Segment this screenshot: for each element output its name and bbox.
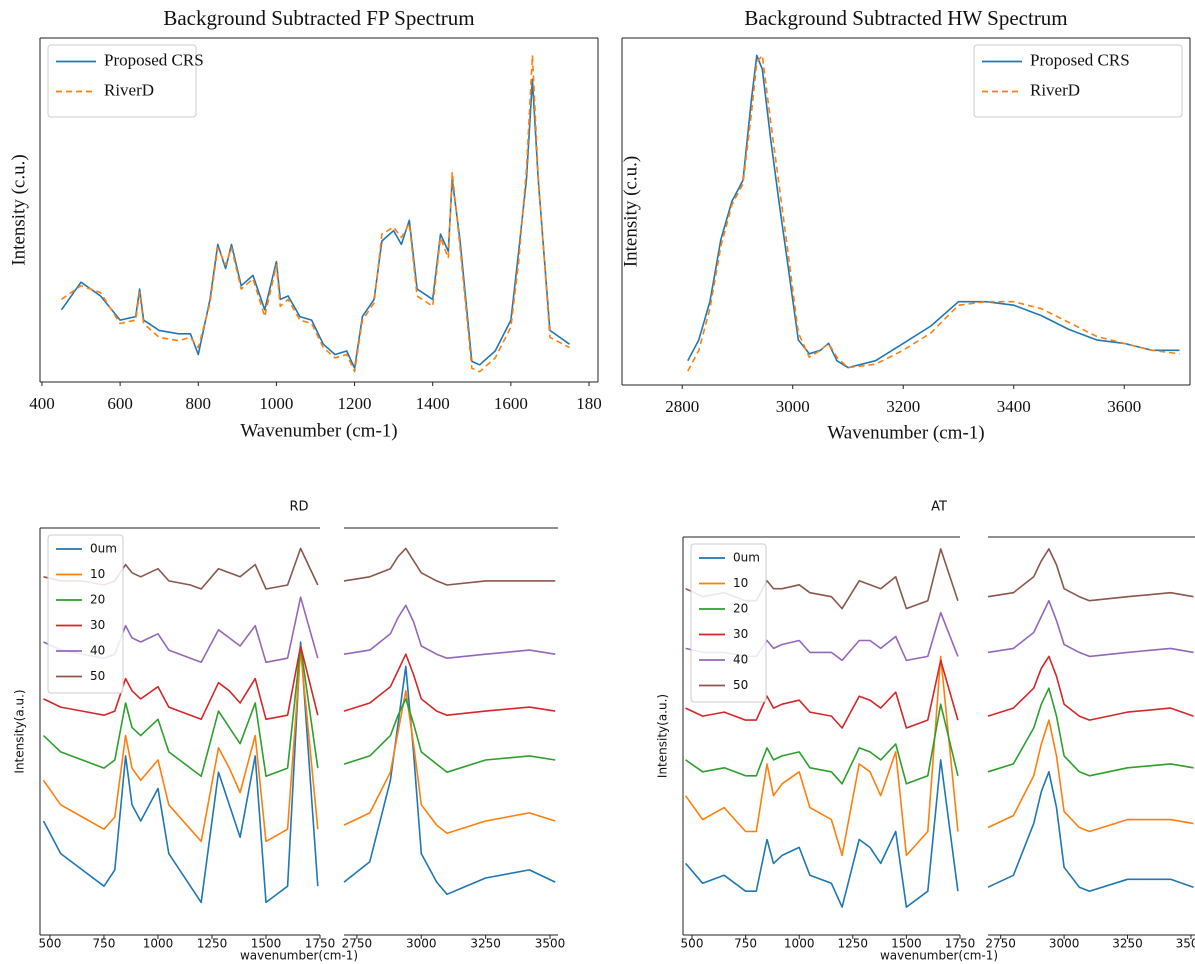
chart-title: Background Subtracted FP Spectrum <box>163 6 474 30</box>
x-tick-label: 2800 <box>665 397 699 416</box>
x-tick-label: 3600 <box>1107 397 1141 416</box>
y-axis-label: Intensity (c.u.) <box>8 154 29 265</box>
x-tick-label: 3500 <box>1176 937 1195 951</box>
x-tick-label: 3000 <box>406 937 437 951</box>
x-tick-label: 1000 <box>143 937 174 951</box>
series-line <box>42 649 319 843</box>
series-line <box>685 703 959 785</box>
legend-label: 50 <box>90 669 105 683</box>
x-tick-label: 500 <box>38 937 61 951</box>
series-line <box>43 645 319 721</box>
x-tick-label: 400 <box>29 394 55 413</box>
x-axis-label: Wavenumber (cm-1) <box>827 422 984 443</box>
legend-box <box>690 543 767 703</box>
legend-label: RiverD <box>104 80 154 99</box>
legend-label: RiverD <box>1030 80 1080 99</box>
series-line <box>60 78 570 369</box>
series-line <box>684 655 959 857</box>
legend-label: 30 <box>733 627 748 641</box>
legend-label: 10 <box>90 567 105 581</box>
chart-title: RD <box>289 500 308 515</box>
x-tick-label: 1500 <box>891 937 922 951</box>
series-line <box>987 599 1194 658</box>
x-tick-label: 800 <box>186 394 212 413</box>
legend-label: 40 <box>733 653 748 667</box>
chart-title: Background Subtracted HW Spectrum <box>744 6 1067 30</box>
y-axis-label: Intensity(a.u.) <box>13 689 27 773</box>
x-tick-label: 2750 <box>985 937 1016 951</box>
x-axis-label: Wavenumber (cm-1) <box>240 420 397 441</box>
x-tick-label: 3500 <box>535 937 566 951</box>
legend-label: 50 <box>733 678 748 692</box>
legend-label: 40 <box>90 644 105 658</box>
legend-label: 0um <box>90 542 117 556</box>
legend-label: 0um <box>733 551 760 565</box>
x-axis-label: wavenumber(cm-1) <box>240 949 358 963</box>
x-tick-label: 3250 <box>470 937 501 951</box>
x-tick-label: 3200 <box>886 397 920 416</box>
series-line <box>987 687 1194 777</box>
x-axis-label: wavenumber(cm-1) <box>880 949 998 963</box>
series-line <box>343 690 556 835</box>
x-tick-label: 1500 <box>251 937 282 951</box>
series-line <box>343 653 556 716</box>
x-tick-label: 3000 <box>776 397 810 416</box>
series-line <box>343 665 556 896</box>
x-tick-label: 1750 <box>305 937 336 951</box>
x-tick-label: 1200 <box>338 394 372 413</box>
x-tick-label: 1600 <box>494 394 528 413</box>
x-tick-label: 1400 <box>416 394 450 413</box>
legend-box <box>973 44 1183 118</box>
legend-label: 20 <box>733 602 748 616</box>
legend-label: 30 <box>90 618 105 632</box>
x-tick-label: 3000 <box>1049 937 1080 951</box>
legend-label: 20 <box>90 593 105 607</box>
series-line <box>987 655 1194 721</box>
x-tick-label: 1000 <box>259 394 293 413</box>
series-line <box>685 659 959 729</box>
series-line <box>42 645 319 778</box>
legend-label: Proposed CRS <box>104 50 204 69</box>
series-line <box>987 719 1194 833</box>
series-line <box>61 54 570 373</box>
legend-label: 10 <box>733 576 748 590</box>
legend-box <box>47 44 197 118</box>
legend-label: Proposed CRS <box>1030 50 1130 69</box>
x-tick-label: 600 <box>107 394 133 413</box>
series-line <box>684 759 959 908</box>
chart-title: AT <box>931 500 947 515</box>
x-tick-label: 1250 <box>197 937 228 951</box>
x-tick-label: 3400 <box>997 397 1031 416</box>
series-line <box>687 54 1180 372</box>
x-tick-label: 1250 <box>838 937 869 951</box>
series-line <box>343 604 556 659</box>
series-line <box>343 547 556 586</box>
series-line <box>343 698 556 773</box>
x-tick-label: 750 <box>92 937 115 951</box>
x-tick-label: 3250 <box>1112 937 1143 951</box>
x-tick-label: 500 <box>681 937 704 951</box>
series-line <box>987 548 1194 602</box>
x-tick-label: 180 <box>576 394 602 413</box>
x-tick-label: 750 <box>734 937 757 951</box>
x-tick-label: 1750 <box>945 937 976 951</box>
x-tick-label: 1000 <box>784 937 815 951</box>
y-axis-label: Intensity(a.u.) <box>656 694 670 778</box>
y-axis-label: Intensity (c.u.) <box>620 156 641 267</box>
x-tick-label: 2750 <box>342 937 373 951</box>
legend-box <box>47 534 124 694</box>
series-line <box>42 641 319 904</box>
series-line <box>987 771 1194 892</box>
